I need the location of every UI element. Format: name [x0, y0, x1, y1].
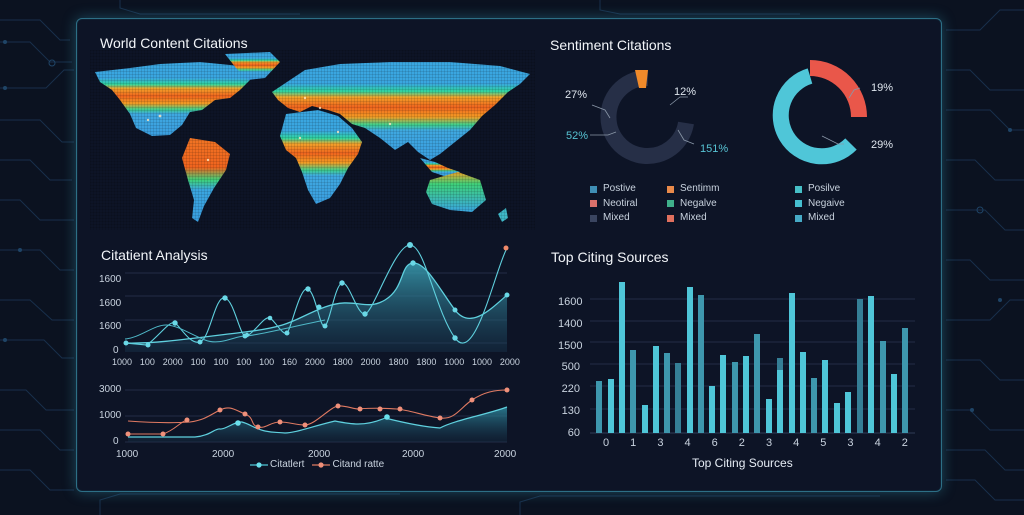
sentiment-title: Sentiment Citations [550, 37, 672, 53]
trend-y-tick-1000: 1000 [99, 410, 122, 421]
world-heatmap[interactable] [90, 50, 535, 230]
legend-swatch-icon [795, 185, 802, 193]
donut-1[interactable] [590, 69, 695, 164]
sentiment-legend-1: Postive Neotiral Mixed [590, 182, 637, 226]
legend-swatch-icon [795, 214, 802, 222]
donut-1-sentimm-segment [635, 70, 648, 88]
trend-x-tick: 2000 [494, 449, 517, 460]
data-points [123, 242, 510, 348]
legend-item[interactable]: Mixed [795, 211, 845, 226]
analysis-top-x-axis: 1000 100 2000 100 100 100 100 160 2000 1… [112, 357, 520, 367]
orange-line-marker-icon [312, 461, 331, 468]
trend-y-tick-0: 0 [113, 436, 119, 447]
citatlert-line [128, 406, 508, 438]
cyan-line-marker-icon [250, 461, 268, 468]
trend-legend: Citatlert Citand ratte [250, 459, 384, 470]
analysis-line-chart[interactable] [95, 240, 520, 375]
bars [596, 282, 908, 433]
citation-trend-chart[interactable] [95, 380, 520, 450]
analysis-top-y-axis: 1600 1600 1600 0 [99, 274, 122, 356]
citand-ratte-line [127, 389, 508, 428]
trend-y-tick-3000: 3000 [99, 384, 122, 395]
sentiment-legend-2: Sentimm Negalve Mixed [667, 182, 719, 226]
legend-swatch-icon [667, 200, 674, 208]
trend-x-tick: 2000 [212, 449, 235, 460]
legend-swatch-icon [590, 214, 597, 222]
sentiment-legend-3: Posilve Negaive Mixed [795, 182, 845, 226]
sources-y-axis: 1600 1400 1500 500 220 130 60 [558, 296, 583, 439]
legend-swatch-icon [667, 214, 674, 222]
trend-x-tick: 2000 [308, 449, 331, 460]
sentiment-donuts[interactable] [560, 60, 940, 180]
donut-2-label-29: 29% [871, 139, 894, 151]
donut-1-label-27: 27% [565, 89, 588, 101]
legend-swatch-icon [590, 185, 597, 193]
legend-item[interactable]: Negaive [795, 197, 845, 212]
trend-x-tick: 1000 [116, 449, 139, 460]
map-title: World Content Citations [100, 35, 248, 51]
sources-bar-chart[interactable] [590, 270, 920, 440]
legend-item[interactable]: Citand ratte [312, 459, 384, 470]
donut-2-label-19: 19% [871, 82, 894, 94]
legend-item[interactable]: Sentimm [667, 182, 719, 197]
legend-swatch-icon [795, 200, 802, 208]
legend-item[interactable]: Citatlert [250, 459, 304, 470]
donut-1-label-12: 12% [674, 86, 697, 98]
legend-item[interactable]: Negalve [667, 197, 719, 212]
legend-item[interactable]: Posilve [795, 182, 845, 197]
sources-title: Top Citing Sources [551, 249, 669, 265]
analysis-title: Citatient Analysis [101, 247, 208, 263]
donut-1-label-151: 151% [700, 143, 729, 155]
trend-x-tick: 2000 [402, 449, 425, 460]
donut-2[interactable] [772, 60, 867, 165]
series-a-area [125, 262, 507, 352]
legend-swatch-icon [590, 200, 597, 208]
sources-x-axis-label: Top Citing Sources [692, 456, 793, 470]
donut-1-label-52: 52% [566, 130, 589, 142]
legend-item[interactable]: Mixed [667, 211, 719, 226]
legend-item[interactable]: Mixed [590, 211, 637, 226]
legend-item[interactable]: Neotiral [590, 197, 637, 212]
sources-x-axis: 0 1 3 4 6 2 3 4 5 3 4 2 [603, 437, 908, 449]
legend-item[interactable]: Postive [590, 182, 637, 197]
legend-swatch-icon [667, 185, 674, 193]
